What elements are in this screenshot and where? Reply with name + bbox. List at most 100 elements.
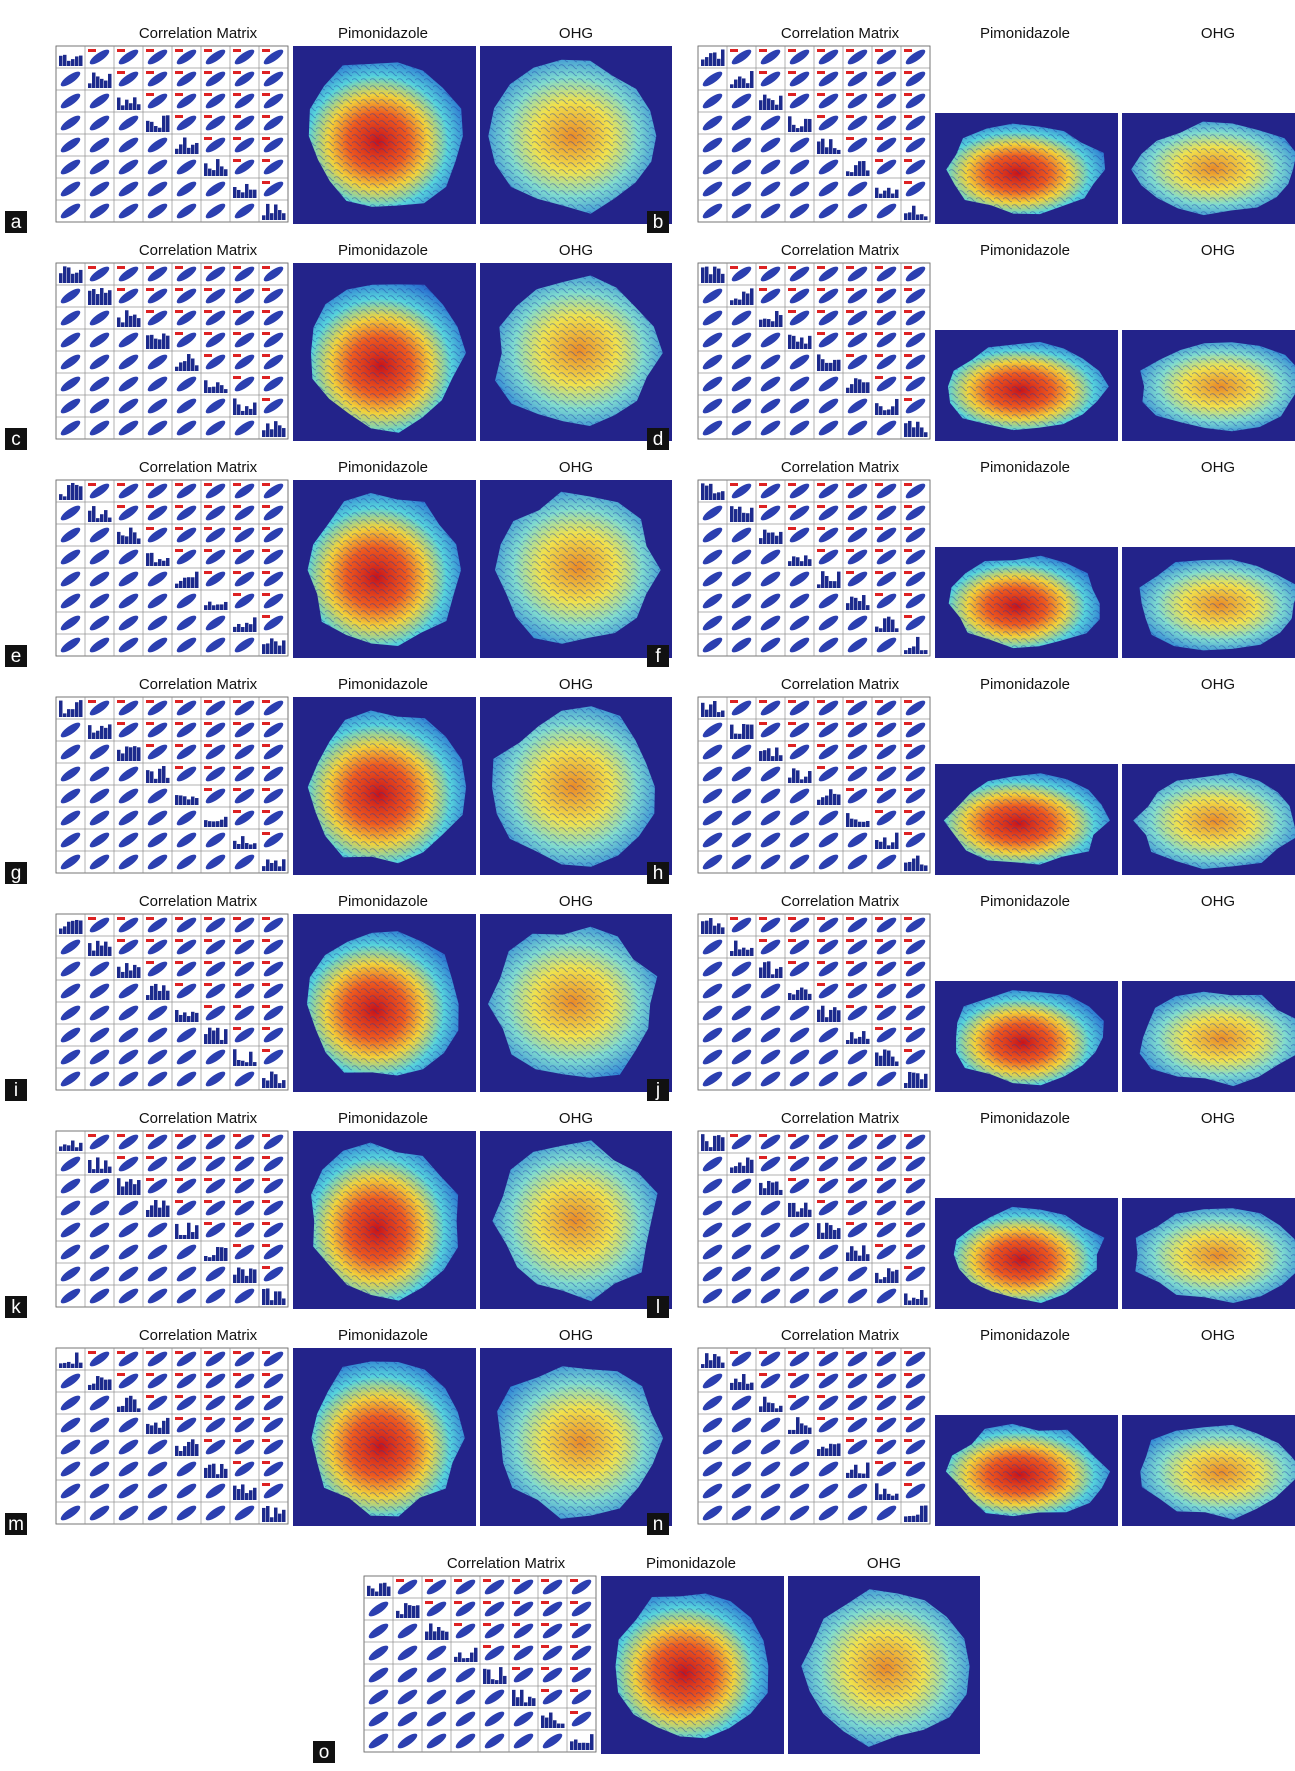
- histogram-bar: [829, 789, 833, 805]
- histogram-bar: [883, 1489, 887, 1500]
- coef-mark: [262, 810, 270, 813]
- histogram-bar: [175, 367, 179, 371]
- histogram-bar: [220, 820, 224, 827]
- histogram-bar: [191, 1232, 195, 1239]
- histogram-bar: [92, 289, 96, 305]
- histogram-bar: [817, 1449, 821, 1456]
- coef-mark: [204, 939, 212, 942]
- histogram-bar: [241, 1484, 245, 1500]
- histogram-bar: [92, 1169, 96, 1173]
- histogram-bar: [100, 1377, 104, 1390]
- coef-mark: [88, 483, 96, 486]
- histogram-bar: [253, 190, 257, 198]
- histogram-bar: [908, 421, 912, 437]
- histogram-bar: [846, 813, 850, 827]
- histogram-bar: [100, 1169, 104, 1173]
- coef-mark: [117, 722, 125, 725]
- histogram-bar: [367, 1586, 371, 1596]
- panel: Correlation MatrixPimonidazoleOHGl: [647, 1110, 1295, 1318]
- coef-mark: [875, 917, 883, 920]
- panel-title: OHG: [559, 1327, 593, 1344]
- coef-mark: [233, 939, 241, 942]
- histogram-bar: [204, 1256, 208, 1261]
- histogram-bar: [916, 856, 920, 871]
- coef-mark: [233, 288, 241, 291]
- histogram-bar: [249, 190, 253, 198]
- coef-mark: [904, 939, 912, 942]
- coef-mark: [204, 1395, 212, 1398]
- histogram-bar: [792, 1430, 796, 1434]
- histogram-bar: [825, 363, 829, 371]
- coef-mark: [541, 1601, 549, 1604]
- histogram-bar: [742, 948, 746, 956]
- histogram-bar: [195, 365, 199, 371]
- histogram-bar: [516, 1697, 520, 1706]
- histogram-bar: [800, 988, 804, 1000]
- coef-mark: [817, 1373, 825, 1376]
- histogram-bar: [734, 299, 738, 305]
- histogram-bar: [59, 56, 63, 66]
- coef-mark: [204, 571, 212, 574]
- histogram-bar: [104, 510, 108, 522]
- coef-mark: [204, 93, 212, 96]
- coef-mark: [204, 549, 212, 552]
- histogram-bar: [241, 1269, 245, 1283]
- histogram-bar: [709, 1360, 713, 1368]
- coef-mark: [262, 571, 270, 574]
- histogram-bar: [154, 562, 158, 566]
- coef-mark: [875, 549, 883, 552]
- histogram-bar: [804, 555, 808, 566]
- histogram-bar: [920, 1079, 924, 1088]
- histogram-bar: [895, 833, 899, 849]
- coef-mark: [262, 1244, 270, 1247]
- histogram-bar: [96, 518, 100, 522]
- histogram-bar: [282, 1510, 286, 1522]
- histogram-bar: [71, 1364, 75, 1368]
- histogram-bar: [924, 865, 928, 871]
- histogram-bar: [233, 1049, 237, 1066]
- histogram-bar: [858, 1473, 862, 1478]
- histogram-bar: [212, 605, 216, 610]
- coef-mark: [262, 49, 270, 52]
- histogram-bar: [491, 1679, 495, 1684]
- histogram-bar: [187, 354, 191, 371]
- histogram-bar: [67, 709, 71, 717]
- coef-mark: [875, 1027, 883, 1030]
- histogram-bar: [245, 184, 249, 198]
- coef-mark: [904, 1134, 912, 1137]
- histogram-bar: [183, 137, 187, 154]
- histogram-bar: [59, 494, 63, 500]
- coef-mark: [175, 917, 183, 920]
- coef-mark: [541, 1645, 549, 1648]
- coef-mark: [262, 1049, 270, 1052]
- coef-mark: [570, 1601, 578, 1604]
- histogram-bar: [829, 139, 833, 154]
- histogram-bar: [846, 171, 850, 176]
- coef-mark: [204, 1373, 212, 1376]
- coef-mark: [175, 961, 183, 964]
- histogram-bar: [437, 1627, 441, 1640]
- coef-mark: [233, 1005, 241, 1008]
- panel-title: Correlation Matrix: [781, 676, 900, 693]
- coef-mark: [846, 1373, 854, 1376]
- coef-mark: [146, 288, 154, 291]
- coef-mark: [846, 766, 854, 769]
- histogram-bar: [895, 1061, 899, 1066]
- histogram-bar: [883, 1277, 887, 1283]
- histogram-bar: [150, 335, 154, 349]
- coef-mark: [904, 1395, 912, 1398]
- histogram-bar: [866, 605, 870, 610]
- coef-mark: [262, 1178, 270, 1181]
- histogram-bar: [262, 866, 266, 871]
- histogram-bar: [274, 1291, 278, 1305]
- histogram-bar: [117, 98, 121, 110]
- coef-mark: [846, 71, 854, 74]
- coef-mark: [146, 1178, 154, 1181]
- histogram-bar: [191, 797, 195, 805]
- histogram-bar: [220, 385, 224, 393]
- coef-mark: [875, 1134, 883, 1137]
- histogram-bar: [862, 382, 866, 393]
- histogram-bar: [742, 513, 746, 522]
- coef-mark: [204, 332, 212, 335]
- coef-mark: [875, 310, 883, 313]
